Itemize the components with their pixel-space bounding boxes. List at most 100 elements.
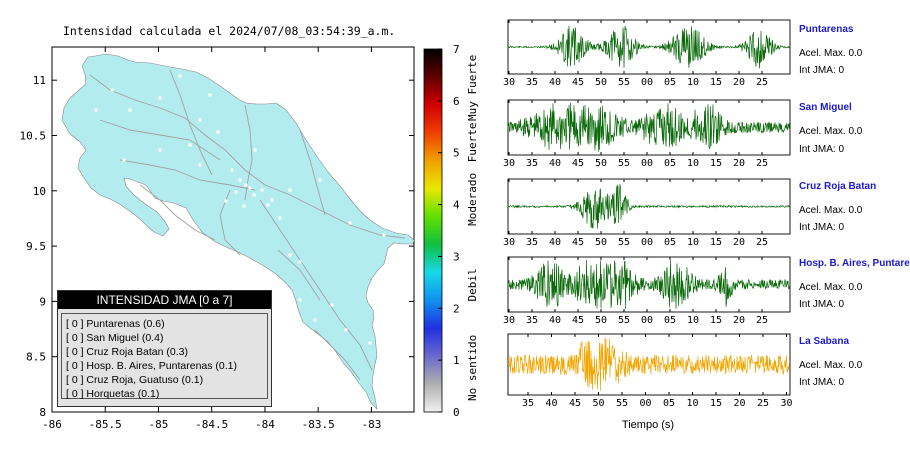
trace-tick-label: 00 <box>641 315 653 326</box>
trace-tick-label: 15 <box>710 77 722 88</box>
city-marker <box>313 318 317 322</box>
road <box>169 69 213 176</box>
map-y-tick-label: 10.5 <box>20 129 47 142</box>
x-axis-label: Tiempo (s) <box>622 419 674 431</box>
trace-tick-label: 40 <box>549 77 561 88</box>
city-marker <box>148 203 152 207</box>
city-marker <box>131 185 135 189</box>
trace-tick-label: 50 <box>595 158 607 169</box>
station-int: Int JMA: 0 <box>799 222 845 233</box>
trace-tick-label: 35 <box>526 77 538 88</box>
map-x-axis: -86 -85.5 -85 -84.5 -84 -83.5 -83 <box>42 47 381 431</box>
colorbar-category-label: Fuerte <box>466 122 479 162</box>
road <box>244 104 253 201</box>
station-name-puntarenas: Puntarenas <box>799 24 854 35</box>
trace-tick-label: 45 <box>572 77 584 88</box>
trace-panel: 30 35 40 45 50 55 00 05 10 15 20 25 <box>503 178 791 248</box>
trace-tick-label: 25 <box>756 237 768 248</box>
colorbar-category-label: Moderado <box>466 173 479 226</box>
road <box>314 329 361 381</box>
map-x-tick-label: -85.5 <box>89 418 122 431</box>
city-marker <box>224 199 228 203</box>
colorbar-tick-label: 4 <box>453 199 460 212</box>
trace-tick-label: 10 <box>687 77 699 88</box>
trace-tick-label: 50 <box>592 398 604 409</box>
trace-tick-label: 55 <box>616 398 628 409</box>
map-x-tick-label: -84 <box>255 418 275 431</box>
trace-tick-label: 15 <box>710 398 722 409</box>
trace-tick-label: 35 <box>526 158 538 169</box>
station-name-hosp-b-aires: Hosp. B. Aires, Puntarenas <box>799 258 910 269</box>
trace-tick-label: 10 <box>686 398 698 409</box>
city-marker <box>318 178 322 182</box>
trace-tick-label: 05 <box>663 398 675 409</box>
colorbar-tick-label: 3 <box>453 250 460 263</box>
trace-tick-label: 40 <box>545 398 557 409</box>
city-marker <box>198 118 202 122</box>
colorbar-ticks: 7 6 5 4 3 2 1 0 <box>438 43 460 419</box>
legend-item: [ 0 ] Hosp. B. Aires, Puntarenas (0.1) <box>66 360 237 372</box>
city-marker <box>110 88 114 92</box>
city-marker <box>270 198 274 202</box>
city-marker <box>158 148 162 152</box>
city-marker <box>288 188 292 192</box>
city-marker <box>252 193 256 197</box>
road <box>99 119 221 161</box>
station-int: Int JMA: 0 <box>799 144 845 155</box>
colorbar-tick-label: 6 <box>453 95 460 108</box>
trace-tick-label: 05 <box>664 158 676 169</box>
seismogram-panels: 30 35 40 45 50 55 00 05 10 15 20 25 30 35 40 45 50 55 00 05… <box>503 19 793 409</box>
map-x-tick-label: -84.5 <box>195 418 228 431</box>
map-y-tick-label: 9 <box>39 295 46 308</box>
city-marker <box>278 216 282 220</box>
map-y-tick-label: 8 <box>39 406 46 419</box>
intensity-legend: INTENSIDAD JMA [0 a 7] [ 0 ] Puntarenas … <box>57 290 272 407</box>
city-marker <box>198 163 202 167</box>
map-y-tick-label: 11 <box>33 74 46 87</box>
road <box>119 159 256 191</box>
trace-waveform <box>507 184 790 229</box>
road <box>259 199 373 371</box>
trace-tick-label: 05 <box>664 77 676 88</box>
station-acel: Acel. Max. 0.0 <box>799 126 863 137</box>
trace-tick-label: 45 <box>572 237 584 248</box>
road-network <box>89 69 406 381</box>
trace-tick-label: 20 <box>733 237 745 248</box>
city-marker <box>382 233 386 237</box>
trace-tick-label: 15 <box>710 315 722 326</box>
station-name-la-sabana: La Sabana <box>799 336 850 347</box>
trace-tick-label: 30 <box>503 237 515 248</box>
city-marker <box>244 183 248 187</box>
colorbar-tick-label: 0 <box>453 406 460 419</box>
city-marker <box>253 148 257 152</box>
station-acel: Acel. Max. 0.0 <box>799 48 863 59</box>
map-y-axis: 11 10.5 10 9.5 9 8.5 8 <box>20 74 414 419</box>
trace-tick-label: 35 <box>522 398 534 409</box>
trace-tick-label: 00 <box>641 158 653 169</box>
trace-waveform <box>507 259 790 309</box>
trace-tick-label: 20 <box>733 398 745 409</box>
trace-tick-label: 30 <box>780 398 792 409</box>
city-marker <box>128 108 132 112</box>
trace-panel: 35 40 45 50 55 00 05 10 15 20 25 30 <box>507 333 793 409</box>
colorbar-tick-label: 7 <box>453 43 460 56</box>
city-marker <box>122 158 126 162</box>
trace-tick-label: 00 <box>639 398 651 409</box>
trace-tick-label: 30 <box>503 315 515 326</box>
trace-tick-label: 35 <box>526 315 538 326</box>
trace-tick-label: 25 <box>756 315 768 326</box>
trace-tick-label: 30 <box>503 158 515 169</box>
trace-tick-label: 50 <box>595 315 607 326</box>
city-marker <box>230 168 234 172</box>
trace-tick-label: 20 <box>733 315 745 326</box>
map-y-tick-label: 9.5 <box>26 240 46 253</box>
city-marker <box>94 108 98 112</box>
city-marker <box>168 213 172 217</box>
legend-item: [ 0 ] Puntarenas (0.6) <box>66 318 165 330</box>
legend-title: INTENSIDAD JMA [0 a 7] <box>58 291 271 309</box>
city-markers <box>94 74 386 345</box>
road <box>89 74 266 186</box>
landmass-shape <box>61 53 415 410</box>
trace-tick-label: 00 <box>641 77 653 88</box>
